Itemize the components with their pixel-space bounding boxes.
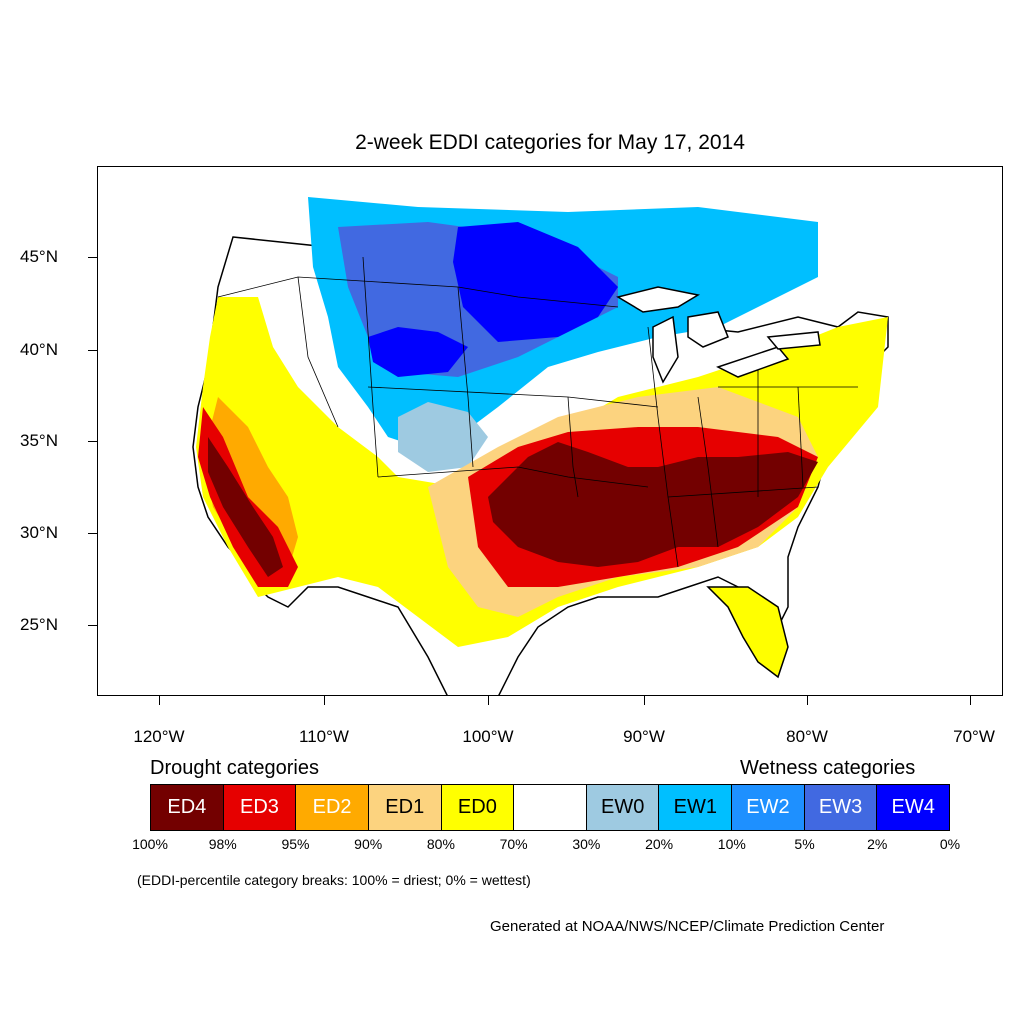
lat-tick xyxy=(88,257,97,258)
legend-cell-ed1: ED1 xyxy=(368,785,442,830)
legend-cell-ew1: EW1 xyxy=(659,785,733,830)
lon-label-70: 70°W xyxy=(953,727,995,746)
lat-tick xyxy=(88,625,97,626)
legend-cell-ed2: ED2 xyxy=(296,785,369,830)
legend-cell-ew3: EW3 xyxy=(804,785,878,830)
percentile-label: 5% xyxy=(794,836,815,852)
percentile-label: 80% xyxy=(426,836,455,852)
lon-tick xyxy=(159,696,160,705)
percentile-label: 95% xyxy=(281,836,310,852)
credit-line: Generated at NOAA/NWS/NCEP/Climate Predi… xyxy=(490,918,885,935)
lon-label-90: 90°W xyxy=(623,727,665,746)
map-title: 2-week EDDI categories for May 17, 2014 xyxy=(355,131,745,154)
percentile-label: 90% xyxy=(354,836,383,852)
percentile-label: 30% xyxy=(572,836,601,852)
lat-tick xyxy=(88,350,97,351)
legend-cell-neutral xyxy=(514,785,587,830)
percentile-label: 10% xyxy=(717,836,746,852)
percentile-label: 20% xyxy=(645,836,674,852)
lon-tick xyxy=(644,696,645,705)
percentile-label: 98% xyxy=(208,836,237,852)
ew4-region xyxy=(368,327,468,377)
lat-label-35: 35°N xyxy=(20,431,58,450)
legend-colorbar: ED4 ED3 ED2 ED1 ED0 EW0 EW1 EW2 EW3 EW4 xyxy=(150,784,950,831)
legend-cell-ew2: EW2 xyxy=(732,785,805,830)
legend-cell-ew0: EW0 xyxy=(586,785,660,830)
lon-label-80: 80°W xyxy=(786,727,828,746)
ew4-region-2 xyxy=(453,222,618,342)
legend-cell-ed3: ED3 xyxy=(223,785,297,830)
percentile-label: 0% xyxy=(939,836,961,852)
lon-label-100: 100°W xyxy=(462,727,514,746)
lat-tick xyxy=(88,441,97,442)
lat-tick xyxy=(88,533,97,534)
legend-cell-ed0: ED0 xyxy=(441,785,515,830)
ed4-region-west xyxy=(208,437,283,577)
lon-tick xyxy=(807,696,808,705)
category-note: (EDDI-percentile category breaks: 100% =… xyxy=(137,872,531,888)
eddi-map xyxy=(97,166,1003,696)
lat-label-40: 40°N xyxy=(20,340,58,359)
florida-peninsula xyxy=(706,586,789,679)
wetness-heading: Wetness categories xyxy=(740,757,916,779)
lat-label-30: 30°N xyxy=(20,523,58,542)
lat-label-45: 45°N xyxy=(20,247,58,266)
great-lakes xyxy=(616,286,821,384)
lon-tick xyxy=(324,696,325,705)
lon-label-110: 110°W xyxy=(299,727,349,746)
percentile-label: 70% xyxy=(499,836,528,852)
ew0-region xyxy=(398,402,488,472)
ed4-region xyxy=(488,442,818,567)
lon-tick xyxy=(970,696,971,705)
legend-cell-ed4: ED4 xyxy=(151,785,224,830)
percentile-label: 2% xyxy=(867,836,888,852)
legend-cell-ew4: EW4 xyxy=(877,785,950,830)
lat-label-25: 25°N xyxy=(20,615,58,634)
lon-tick xyxy=(488,696,489,705)
state-boundaries xyxy=(217,256,858,568)
lon-label-120: 120°W xyxy=(133,727,185,746)
drought-heading: Drought categories xyxy=(150,757,319,779)
percentile-label: 100% xyxy=(132,836,168,852)
map-canvas xyxy=(192,197,889,695)
